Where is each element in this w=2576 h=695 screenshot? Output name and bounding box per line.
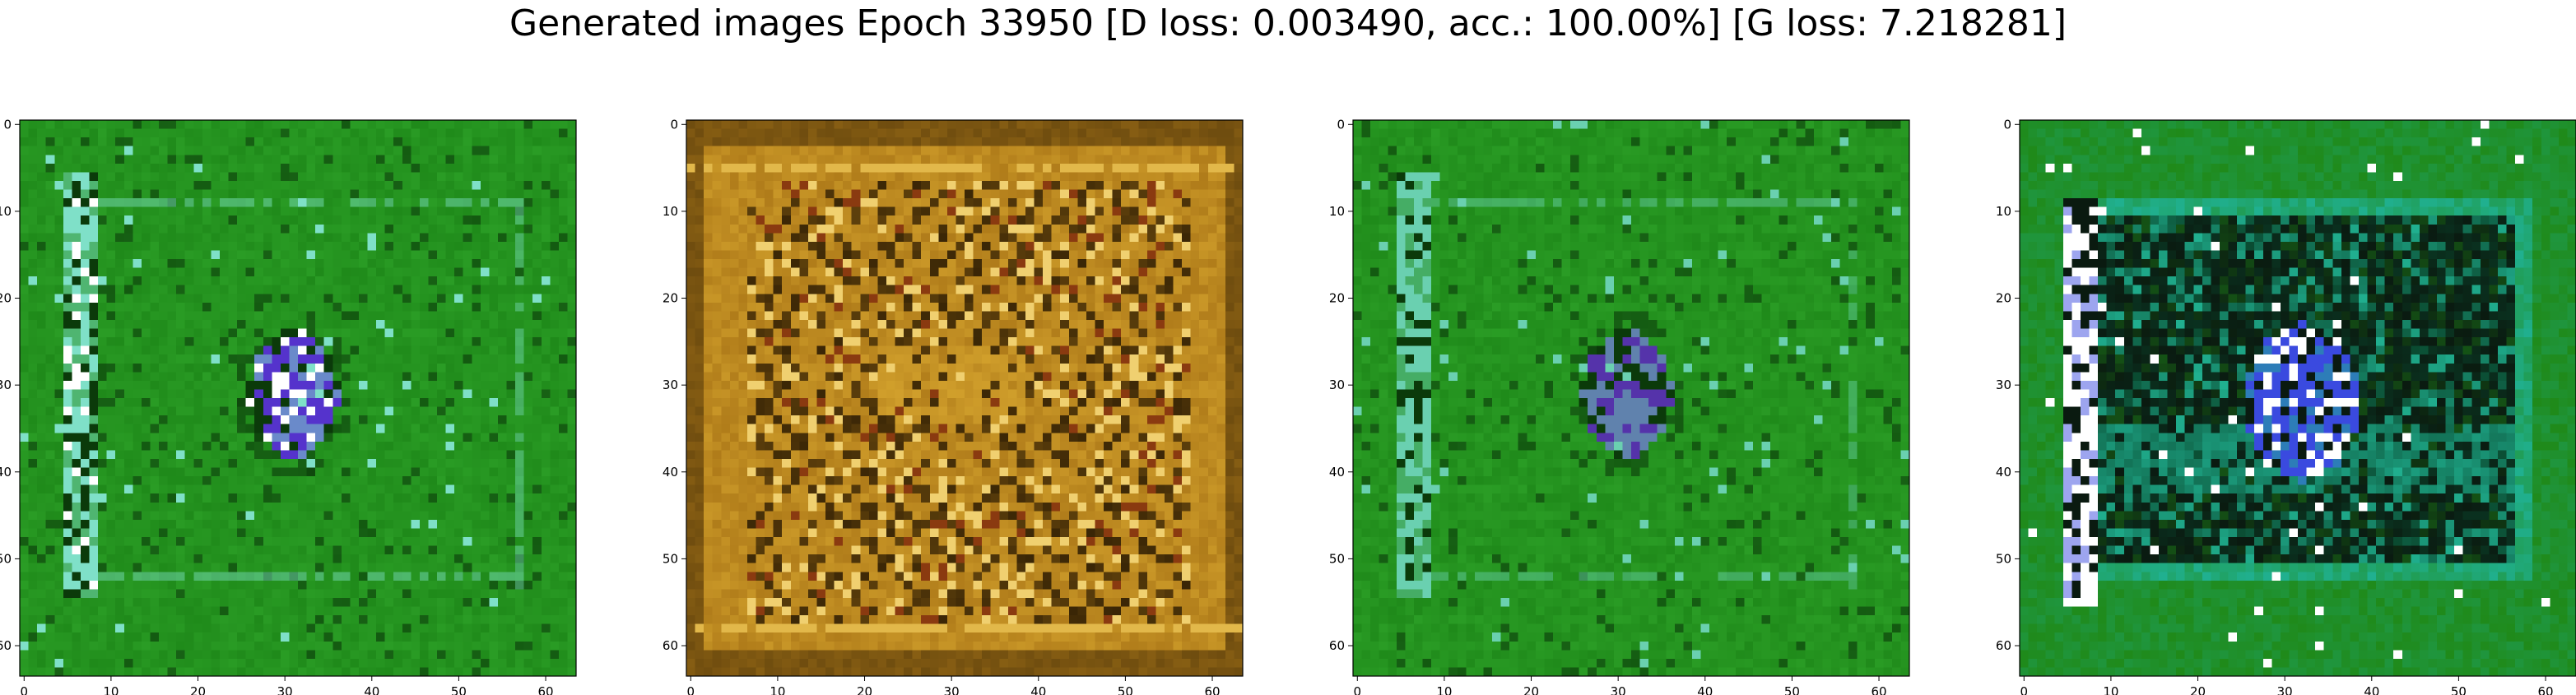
x-tick-label: 30 xyxy=(2277,684,2293,695)
y-tick-label: 30 xyxy=(0,378,12,392)
x-tick-label: 0 xyxy=(21,684,29,695)
x-tick-label: 60 xyxy=(537,684,553,695)
x-tick-label: 0 xyxy=(687,684,695,695)
x-tick-label: 10 xyxy=(770,684,785,695)
x-tick-label: 50 xyxy=(451,684,467,695)
y-tick-label: 10 xyxy=(1996,204,2011,219)
y-tick-label: 60 xyxy=(0,638,12,653)
y-tick-label: 60 xyxy=(1996,638,2011,653)
x-tick-label: 60 xyxy=(1871,684,1886,695)
y-tick-label: 40 xyxy=(0,465,12,480)
x-tick-label: 50 xyxy=(1784,684,1800,695)
axes-frame xyxy=(2019,119,2576,677)
y-tick-label: 20 xyxy=(663,291,678,306)
figure-title: Generated images Epoch 33950 [D loss: 0.… xyxy=(509,2,2067,44)
x-tick-label: 60 xyxy=(1204,684,1220,695)
y-tick-label: 40 xyxy=(663,465,678,480)
y-tick-label: 50 xyxy=(663,551,678,566)
image-panel-2: 0 10 20 30 40 50 60 0 10 20 30 40 50 60 xyxy=(663,117,1244,695)
x-tick-label: 10 xyxy=(1436,684,1452,695)
generated-sample-1 xyxy=(20,120,577,677)
y-tick-label: 10 xyxy=(0,204,12,219)
x-tick-label: 10 xyxy=(2103,684,2118,695)
image-panel-4-svg: 0 10 20 30 40 50 60 0 10 20 30 40 50 60 xyxy=(1996,117,2576,695)
x-tick-label: 40 xyxy=(1697,684,1713,695)
x-tick-label: 0 xyxy=(1354,684,1362,695)
y-tick-label: 20 xyxy=(1996,291,2011,306)
x-tick-label: 30 xyxy=(944,684,960,695)
image-panel-3-svg: 0 10 20 30 40 50 60 0 10 20 30 40 50 60 xyxy=(1329,117,1910,695)
axes-frame xyxy=(1352,119,1910,677)
x-tick-label: 0 xyxy=(2020,684,2029,695)
y-tick-label: 30 xyxy=(663,378,678,392)
y-tick-label: 60 xyxy=(1329,638,1345,653)
x-tick-label: 40 xyxy=(364,684,379,695)
y-tick-label: 0 xyxy=(1337,117,1345,132)
y-tick-label: 10 xyxy=(663,204,678,219)
image-panel-1-svg: 0 10 20 30 40 50 60 0 10 20 30 40 50 60 xyxy=(0,117,577,695)
y-tick-label: 50 xyxy=(0,551,12,566)
generated-sample-4 xyxy=(2020,120,2576,677)
y-tick-label: 0 xyxy=(2003,117,2011,132)
y-tick-label: 50 xyxy=(1329,551,1345,566)
x-tick-label: 20 xyxy=(190,684,206,695)
generated-sample-2 xyxy=(686,120,1244,677)
y-tick-label: 60 xyxy=(663,638,678,653)
y-tick-label: 40 xyxy=(1329,465,1345,480)
y-tick-label: 10 xyxy=(1329,204,1345,219)
y-tick-label: 0 xyxy=(3,117,12,132)
generated-sample-3 xyxy=(1353,120,1910,677)
x-tick-label: 30 xyxy=(277,684,293,695)
y-tick-label: 0 xyxy=(670,117,678,132)
y-tick-label: 20 xyxy=(1329,291,1345,306)
x-tick-label: 50 xyxy=(2451,684,2467,695)
x-tick-label: 40 xyxy=(1030,684,1046,695)
image-panel-2-svg: 0 10 20 30 40 50 60 0 10 20 30 40 50 60 xyxy=(663,117,1244,695)
y-tick-label: 50 xyxy=(1996,551,2011,566)
y-tick-label: 40 xyxy=(1996,465,2011,480)
image-panel-3: 0 10 20 30 40 50 60 0 10 20 30 40 50 60 xyxy=(1329,117,1910,695)
axes-frame xyxy=(19,119,577,677)
image-panel-1: 0 10 20 30 40 50 60 0 10 20 30 40 50 60 xyxy=(0,117,577,695)
y-tick-label: 30 xyxy=(1329,378,1345,392)
x-tick-label: 30 xyxy=(1611,684,1626,695)
y-tick-label: 30 xyxy=(1996,378,2011,392)
x-tick-label: 20 xyxy=(1523,684,1539,695)
x-tick-label: 60 xyxy=(2537,684,2553,695)
x-tick-label: 50 xyxy=(1118,684,1133,695)
x-tick-label: 40 xyxy=(2364,684,2379,695)
image-panel-4: 0 10 20 30 40 50 60 0 10 20 30 40 50 60 xyxy=(1996,117,2576,695)
x-tick-label: 20 xyxy=(2190,684,2206,695)
x-tick-label: 10 xyxy=(103,684,119,695)
axes-frame xyxy=(686,119,1244,677)
x-tick-label: 20 xyxy=(857,684,872,695)
y-tick-label: 20 xyxy=(0,291,12,306)
